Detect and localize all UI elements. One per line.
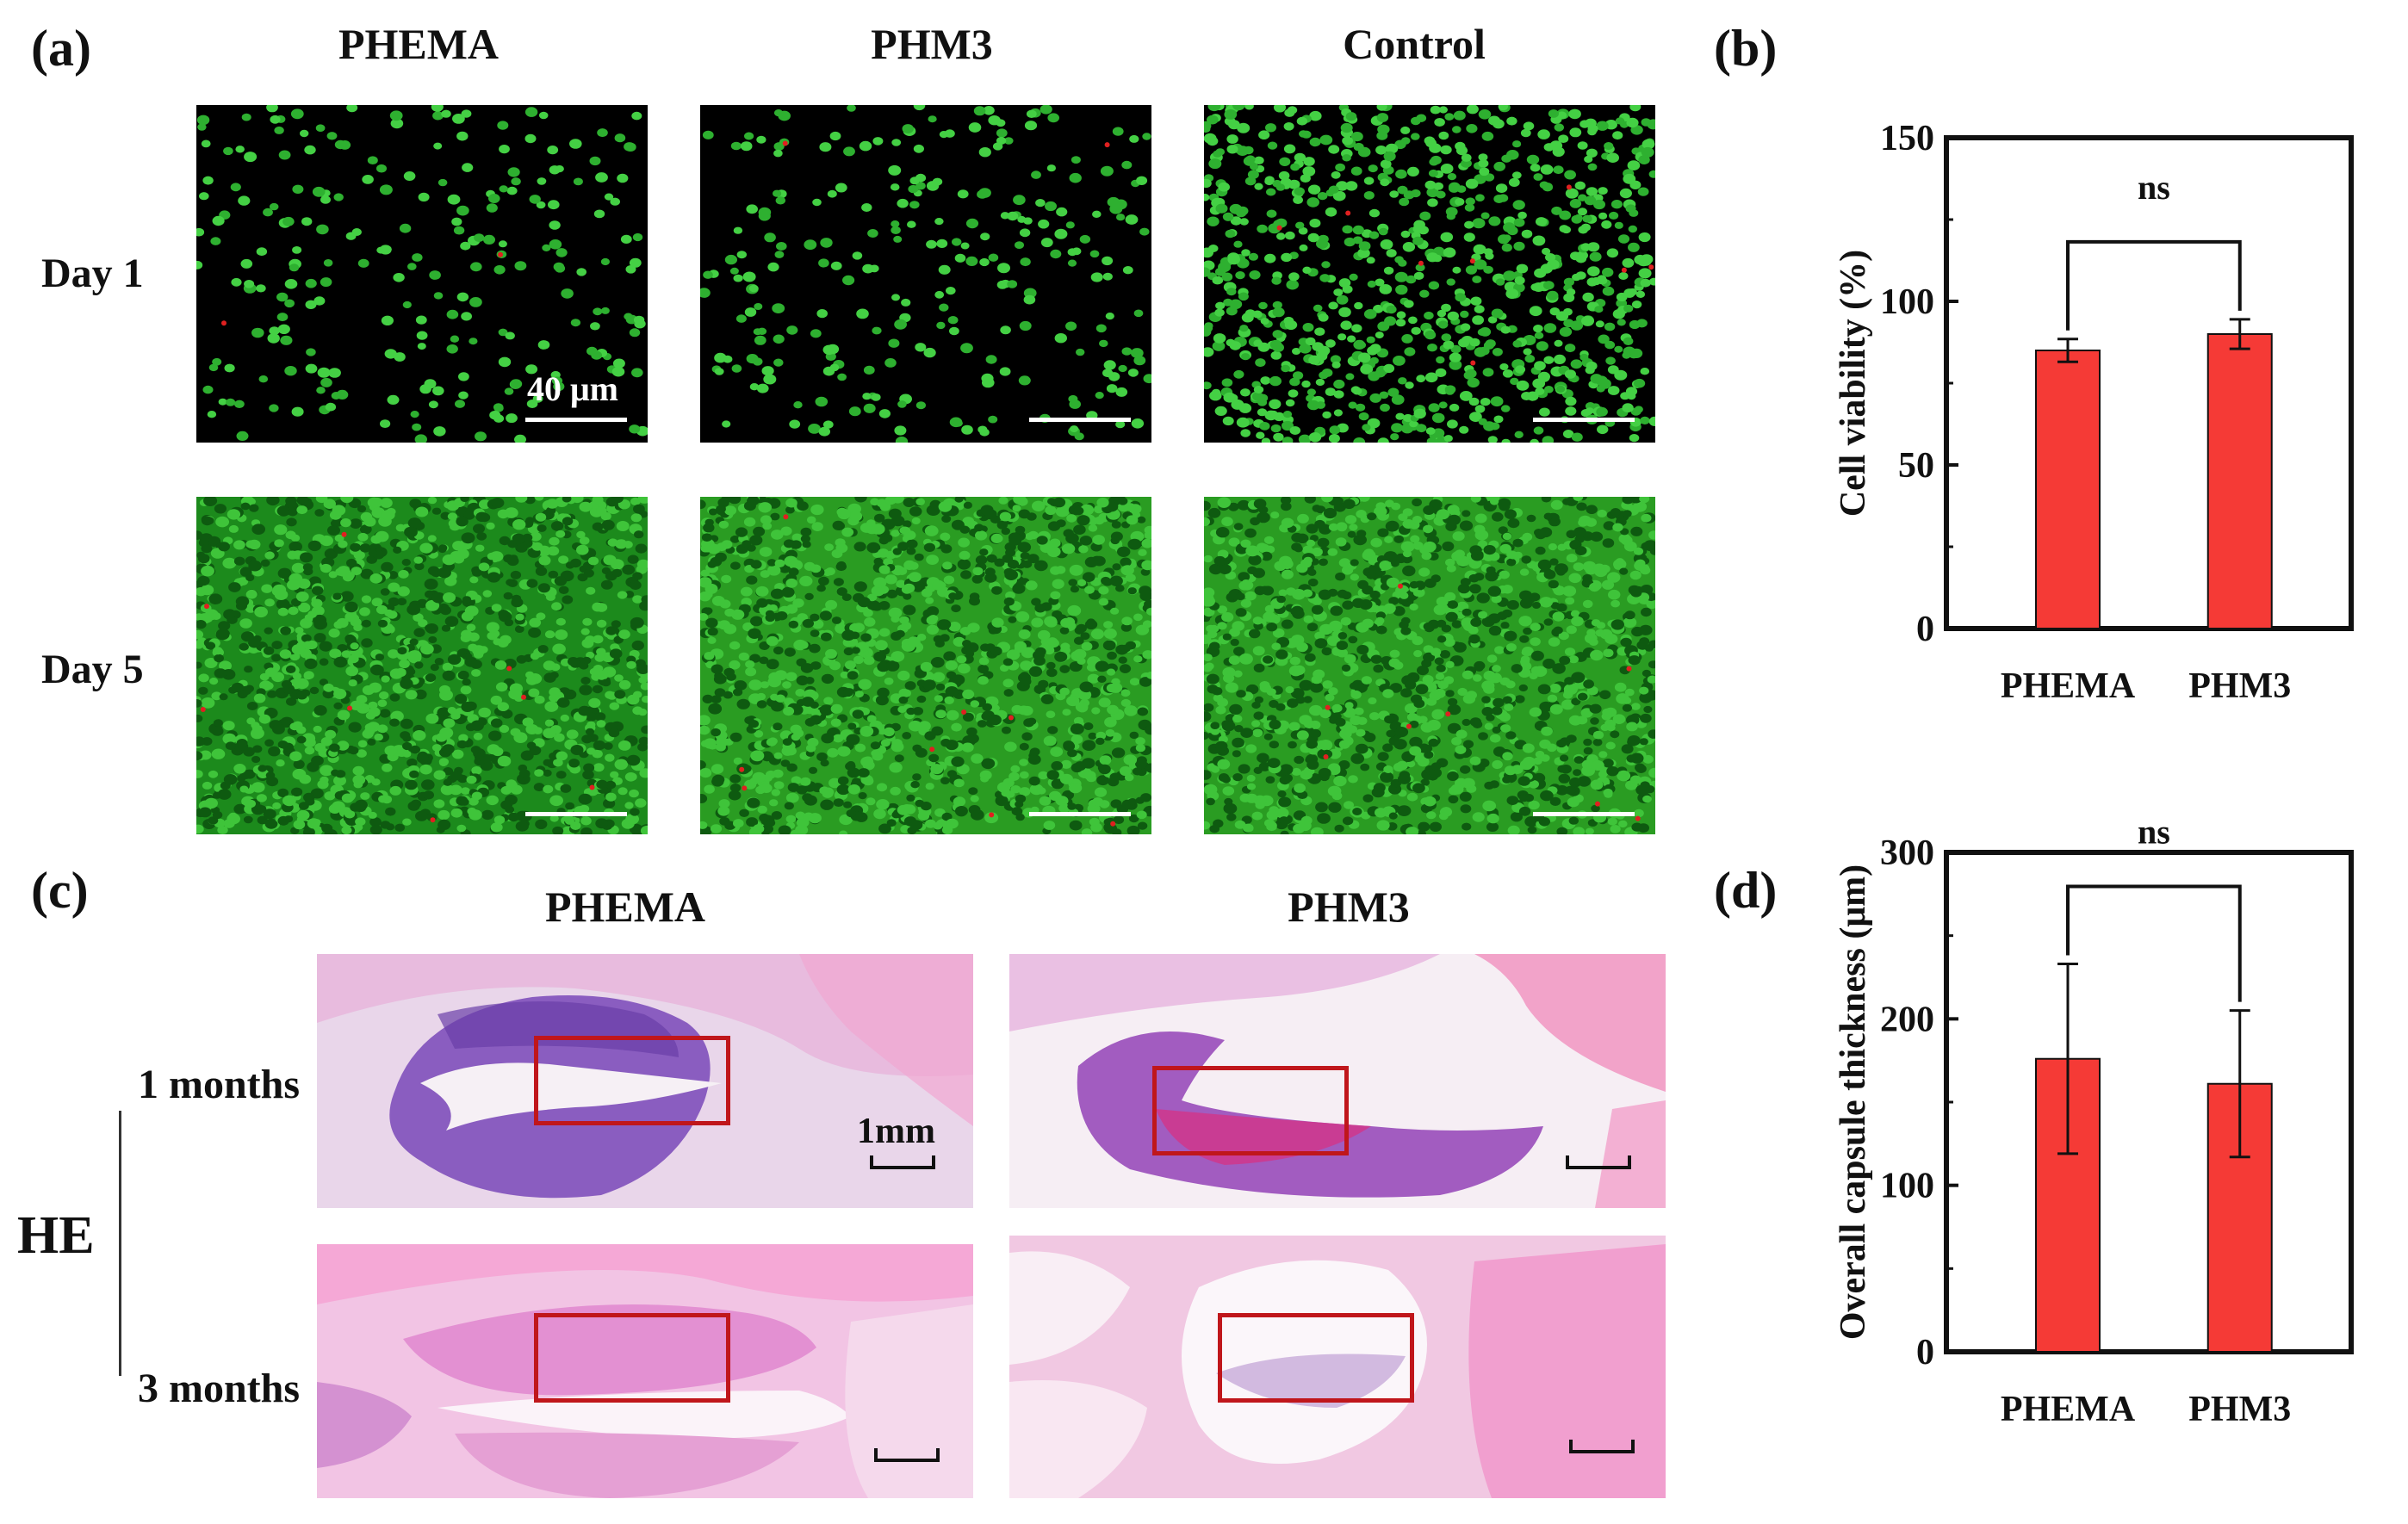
y-tick-label: 100 — [1880, 282, 1934, 322]
micrograph-day5-phema — [196, 497, 648, 834]
roi-box — [534, 1036, 730, 1125]
x-tick-label: PHEMA — [2001, 666, 2136, 706]
plot-frame — [1944, 135, 2354, 631]
plot-frame — [1944, 850, 2354, 1354]
micrograph-day5-phm3 — [700, 497, 1151, 834]
significance-bracket — [2066, 884, 2242, 1002]
y-tick-label: 50 — [1898, 446, 1934, 486]
panel-a-row-day1: Day 1 — [41, 251, 144, 296]
y-tick-label: 200 — [1880, 1000, 1934, 1039]
micrograph-day1-control — [1204, 105, 1655, 443]
significance-bracket — [2066, 239, 2242, 331]
scale-bracket — [870, 1155, 935, 1169]
scale-bar — [525, 812, 627, 816]
y-tick-label: 0 — [1916, 610, 1934, 649]
roi-box — [534, 1313, 730, 1403]
micrograph-day5-control — [1204, 497, 1655, 834]
x-tick-label: PHM3 — [2188, 1390, 2291, 1429]
he-image-phm3-1month — [1009, 954, 1666, 1208]
bar-phm3 — [2206, 333, 2273, 629]
x-tick-label: PHEMA — [2001, 1390, 2136, 1429]
he-image-phema-3months — [317, 1244, 973, 1498]
panel-c-letter: (c) — [31, 862, 89, 919]
chart-cell-viability: 0 50 100 150 Cell viability (%) PHEMA PHM3 ns — [1834, 119, 2354, 706]
stain-label-he: HE — [17, 1206, 95, 1265]
panel-c-col-phm3: PHM3 — [1288, 883, 1410, 931]
panel-c-col-phema: PHEMA — [544, 883, 706, 931]
he-group-divider — [119, 1111, 121, 1376]
scale-label-40um: 40 μm — [527, 369, 618, 408]
scale-bar — [1029, 812, 1131, 816]
x-tick-label: PHM3 — [2188, 666, 2291, 706]
y-axis-label: Cell viability (%) — [1834, 250, 1873, 517]
panel-a-row-day5: Day 5 — [41, 647, 144, 692]
panel-c-row-1month: 1 months — [138, 1062, 301, 1107]
scale-bracket — [874, 1448, 940, 1462]
bar-phema — [2035, 350, 2101, 629]
panel-a-col-control: Control — [1343, 20, 1486, 68]
scale-bar — [1533, 812, 1635, 816]
panel-a-col-phm3: PHM3 — [871, 20, 993, 68]
y-axis-label: Overall capsule thickness (μm) — [1834, 864, 1873, 1340]
scale-bar — [1029, 418, 1131, 422]
panel-c-row-3months: 3 months — [138, 1366, 301, 1411]
y-tick-label: 300 — [1880, 833, 1934, 873]
panel-b-letter: (b) — [1714, 20, 1778, 77]
micrograph-day1-phm3 — [700, 105, 1151, 443]
scale-label-1mm: 1mm — [857, 1112, 935, 1151]
micrograph-day1-phema — [196, 105, 648, 443]
scale-bar — [525, 418, 627, 422]
scale-bracket — [1566, 1155, 1631, 1169]
y-tick-label: 0 — [1916, 1333, 1934, 1372]
panel-a-letter: (a) — [31, 20, 91, 77]
panel-a-col-phema: PHEMA — [338, 20, 500, 68]
significance-label: ns — [2138, 813, 2170, 852]
scale-bar — [1533, 418, 1635, 422]
significance-label: ns — [2138, 168, 2170, 207]
scale-bracket — [1569, 1440, 1635, 1453]
he-image-phm3-3months — [1009, 1236, 1666, 1498]
y-tick-label: 150 — [1880, 119, 1934, 158]
y-tick-label: 100 — [1880, 1167, 1934, 1206]
roi-box — [1152, 1066, 1349, 1155]
he-image-phema-1month — [317, 954, 973, 1208]
panel-d-letter: (d) — [1714, 862, 1778, 919]
roi-box — [1218, 1313, 1414, 1403]
